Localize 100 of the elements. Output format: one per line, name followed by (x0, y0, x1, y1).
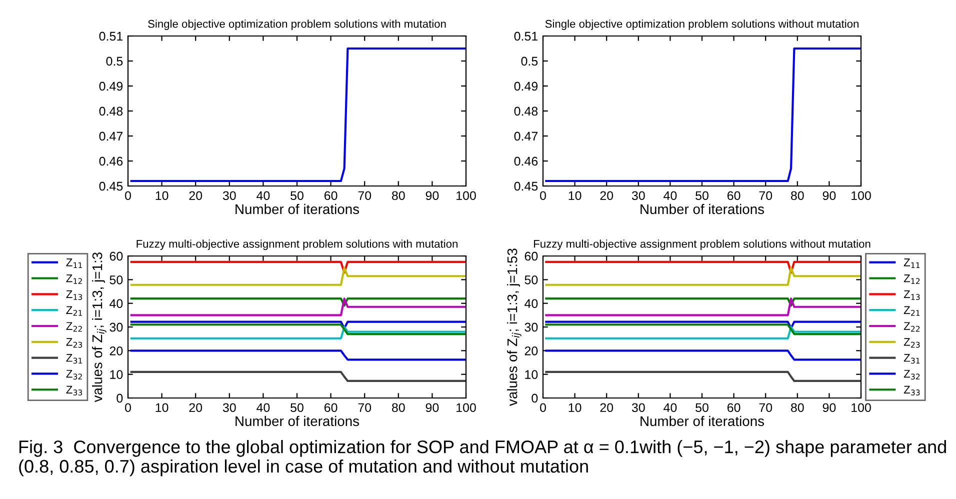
legend-label: Z$_{22}$ (904, 322, 920, 332)
y-tick-label: 30 (110, 322, 123, 332)
caption: Fig. 3 Convergence to the global optimization for SOP and FMOAP at α = 0.1with (−5, −1, −2) shape parameter and (0.8, 0.85, 0.7) aspiration level in case of mutation and without mutation (19, 440, 946, 476)
x-axis-title: Number of iterations (236, 204, 360, 214)
legend-label: Z$_{11}$ (904, 258, 920, 268)
legend-label: Z$_{12}$ (904, 274, 920, 284)
y-tick-label: 40 (110, 299, 123, 308)
legend-label: Z$_{11}$ (66, 258, 82, 268)
x-tick-label: 100 (852, 191, 871, 200)
x-axis-title: Number of iterations (236, 416, 360, 426)
x-tick-label: 20 (189, 191, 202, 200)
legend-label: Z$_{33}$ (66, 386, 82, 396)
legend-label: Z$_{13}$ (66, 290, 82, 300)
chart-title: Single objective optimization problem solutions with mutation (148, 20, 446, 30)
y-tick-label: 0.45 (514, 182, 538, 191)
y-axis-title: values of Z$_{ij}$; i=1:3, j=1:53 (507, 248, 522, 406)
x-tick-label: 10 (568, 403, 582, 412)
x-tick-label: 70 (358, 191, 372, 200)
legend-label: Z$_{23}$ (904, 338, 920, 348)
x-tick-label: 60 (727, 191, 740, 200)
x-tick-label: 10 (156, 403, 168, 412)
legend-label: Z$_{32}$ (66, 370, 82, 380)
x-tick-label: 0 (540, 191, 546, 200)
x-tick-label: 90 (822, 403, 836, 412)
y-tick-label: 20 (110, 346, 123, 356)
x-tick-label: 50 (696, 403, 708, 412)
x-tick-label: 60 (324, 191, 338, 200)
y-tick-label: 0 (116, 394, 123, 403)
y-tick-label: 0.45 (99, 182, 123, 191)
legend-label: Z$_{21}$ (904, 306, 920, 316)
legend-label: Z$_{33}$ (904, 386, 920, 396)
x-tick-label: 30 (632, 191, 645, 200)
x-tick-label: 70 (358, 403, 372, 412)
x-tick-label: 50 (290, 403, 304, 412)
y-tick-label: 0.49 (99, 82, 123, 91)
x-tick-label: 90 (426, 191, 439, 200)
x-tick-label: 100 (456, 403, 476, 412)
y-tick-label: 50 (110, 275, 123, 284)
chart-title: Fuzzy multi-objective assignment problem solutions without mutation (534, 240, 870, 250)
y-tick-label: 0.46 (514, 156, 538, 166)
x-tick-label: 80 (790, 403, 804, 412)
y-tick-label: 0.51 (99, 32, 123, 41)
legend-label: Z$_{21}$ (66, 306, 82, 316)
legend-label: Z$_{23}$ (66, 338, 82, 348)
y-tick-label: 10 (110, 370, 123, 379)
x-tick-label: 20 (189, 403, 202, 412)
x-tick-label: 50 (290, 191, 304, 200)
x-tick-label: 30 (632, 403, 645, 412)
x-tick-label: 30 (222, 403, 236, 412)
legend-label: Z$_{12}$ (66, 274, 82, 284)
x-tick-label: 20 (600, 403, 614, 412)
y-tick-label: 0.48 (99, 106, 123, 116)
chart-title: Fuzzy multi-objective assignment problem solutions with mutation (136, 240, 458, 250)
x-tick-label: 0 (125, 191, 131, 200)
y-tick-label: 0.49 (514, 82, 538, 91)
x-tick-label: 80 (790, 191, 804, 200)
x-tick-label: 40 (256, 191, 270, 200)
y-tick-label: 0.48 (514, 106, 538, 116)
x-tick-label: 20 (600, 191, 614, 200)
x-tick-label: 0 (540, 403, 546, 412)
y-tick-label: 0.47 (514, 132, 538, 141)
x-tick-label: 40 (664, 191, 677, 200)
x-tick-label: 10 (156, 191, 168, 200)
x-tick-label: 70 (759, 191, 772, 200)
x-tick-label: 100 (456, 191, 476, 200)
y-tick-label: 50 (524, 275, 538, 284)
x-tick-label: 80 (392, 191, 405, 200)
y-axis-title: values of Z$_{ij}$; i=1:3, j=1:3 (92, 252, 106, 402)
y-tick-label: 40 (524, 299, 538, 308)
legend-label: Z$_{13}$ (904, 290, 920, 300)
x-tick-label: 90 (426, 403, 439, 412)
y-tick-label: 0.46 (99, 156, 123, 166)
y-tick-label: 20 (524, 346, 538, 356)
y-tick-label: 60 (524, 252, 538, 261)
x-tick-label: 100 (852, 403, 871, 412)
y-tick-label: 0.47 (99, 132, 123, 141)
x-tick-label: 50 (696, 191, 708, 200)
legend-label: Z$_{31}$ (904, 354, 920, 364)
y-tick-label: 0.51 (514, 32, 538, 41)
y-tick-label: 0 (532, 394, 538, 403)
x-tick-label: 60 (727, 403, 740, 412)
x-tick-label: 90 (822, 191, 836, 200)
legend-label: Z$_{22}$ (66, 322, 82, 332)
y-tick-label: 0.5 (106, 56, 123, 66)
x-tick-label: 60 (324, 403, 338, 412)
y-tick-label: 30 (524, 322, 538, 332)
x-tick-label: 10 (568, 191, 582, 200)
x-tick-label: 30 (222, 191, 236, 200)
y-tick-label: 60 (110, 252, 123, 261)
y-tick-label: 10 (525, 370, 538, 379)
x-tick-label: 70 (759, 403, 772, 412)
x-axis-title: Number of iterations (640, 204, 764, 214)
x-tick-label: 40 (256, 403, 270, 412)
x-tick-label: 80 (392, 403, 405, 412)
chart-title: Single objective optimization problem solutions without mutation (545, 20, 858, 30)
legend-label: Z$_{31}$ (66, 354, 82, 364)
x-axis-title: Number of iterations (640, 416, 764, 426)
x-tick-label: 0 (125, 403, 131, 412)
x-tick-label: 40 (664, 403, 677, 412)
legend-label: Z$_{32}$ (904, 370, 920, 380)
